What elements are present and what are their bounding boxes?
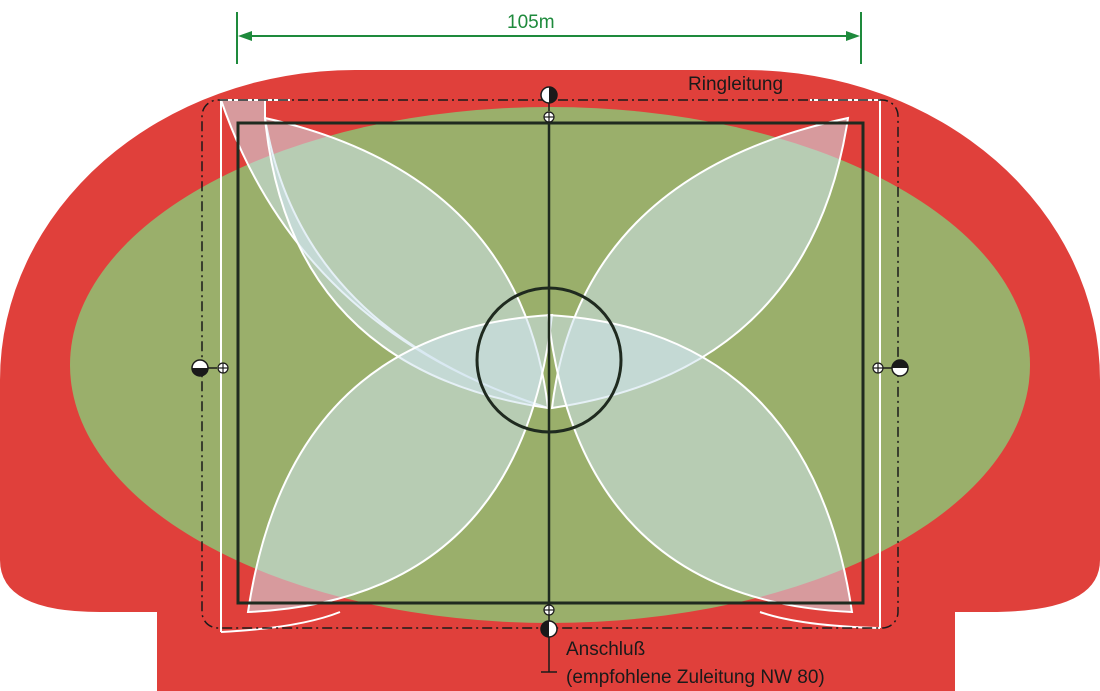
dimension-line-105m xyxy=(236,12,862,64)
valve-icon xyxy=(217,362,229,374)
center-circle xyxy=(475,286,623,434)
valve-icon xyxy=(543,111,555,123)
sprinkler-bottom xyxy=(540,604,558,673)
pitch-boundary xyxy=(236,121,865,605)
ring-line-label: Ringleitung xyxy=(688,74,783,95)
dimension-arrow-icon xyxy=(846,31,860,41)
sprinkler-icon xyxy=(540,620,558,638)
valve-icon xyxy=(543,604,555,616)
feed-line-label: (empfohlene Zuleitung NW 80) xyxy=(566,667,825,688)
valve-icon xyxy=(872,362,884,374)
pitch-markings xyxy=(236,121,865,605)
sprinkler-icon xyxy=(540,86,558,104)
sprinkler-icon xyxy=(891,359,909,377)
connection-label: Anschluß xyxy=(566,639,645,660)
sprinkler-right xyxy=(872,359,909,377)
sprinkler-left xyxy=(191,359,229,377)
dimension-arrow-icon xyxy=(238,31,252,41)
dimension-label: 105m xyxy=(507,12,555,33)
sprinkler-top xyxy=(540,86,558,123)
sprinkler-icon xyxy=(191,359,209,377)
spray-coverage xyxy=(219,99,854,614)
